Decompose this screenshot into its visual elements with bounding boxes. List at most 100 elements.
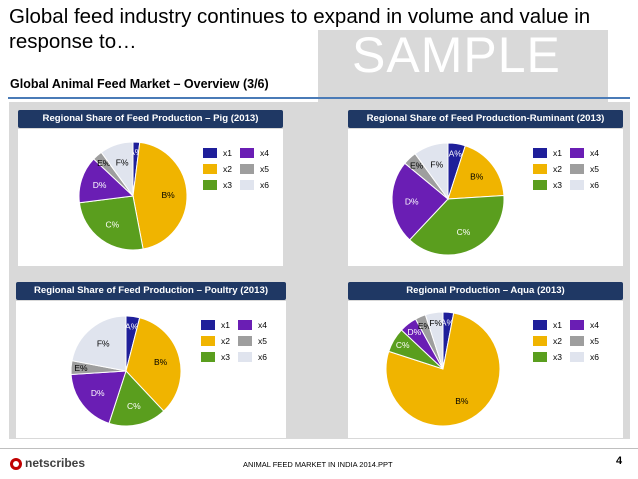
pie-chart-aqua: Regional Production – Aqua (2013) A% B% C%…: [348, 282, 623, 438]
legend-label: x6: [590, 180, 599, 190]
slice-label: B%: [455, 396, 469, 406]
slide-subtitle: Global Animal Feed Market – Overview (3/…: [10, 77, 269, 91]
slice-label: F%: [97, 338, 110, 348]
legend-label: x3: [553, 352, 562, 362]
legend-label: x6: [258, 352, 267, 362]
legend-item-x4: x4: [240, 147, 276, 159]
chart-body: A% B% C% D% E% F% x1 x2 x3 x4 x5 x6: [16, 301, 286, 438]
slice-label: F%: [429, 318, 442, 328]
legend-swatch: [240, 148, 254, 158]
legend-item-x5: x5: [570, 163, 606, 175]
legend-item-x5: x5: [240, 163, 276, 175]
chart-body: A% B% C% D% E% F% x1 x2 x3 x4 x5 x6: [18, 129, 283, 266]
slice-label: F%: [430, 159, 443, 169]
legend-label: x5: [590, 336, 599, 346]
legend-label: x4: [260, 148, 269, 158]
chart-title: Regional Share of Feed Production – Pig …: [18, 110, 283, 128]
legend-item-x3: x3: [533, 179, 569, 191]
legend-item-x3: x3: [203, 179, 239, 191]
chart-title: Regional Production – Aqua (2013): [348, 282, 623, 300]
legend-swatch: [570, 336, 584, 346]
legend-label: x4: [590, 320, 599, 330]
slice-label: D%: [91, 388, 105, 398]
slice-label: D%: [405, 196, 419, 206]
legend-label: x3: [223, 180, 232, 190]
pie-slice-f: [424, 311, 444, 370]
legend-swatch: [570, 180, 584, 190]
legend-item-x6: x6: [238, 351, 274, 363]
legend-swatch: [238, 352, 252, 362]
pie-svg: A% B% C% D%E%F%: [385, 311, 501, 427]
slice-label: C%: [396, 340, 410, 350]
legend-item-x6: x6: [570, 351, 606, 363]
pie-slice-b: [125, 317, 182, 412]
legend-label: x6: [590, 352, 599, 362]
slice-label: D%: [93, 180, 107, 190]
legend-item-x3: x3: [533, 351, 569, 363]
slice-label: C%: [457, 227, 471, 237]
legend-swatch: [203, 164, 217, 174]
slice-label: E%: [410, 161, 424, 171]
legend-label: x2: [221, 336, 230, 346]
legend-swatch: [570, 164, 584, 174]
footer-text: ANIMAL FEED MARKET IN INDIA 2014.PPT: [243, 460, 393, 469]
legend-label: x6: [260, 180, 269, 190]
footer-divider: [0, 448, 638, 449]
legend-item-x5: x5: [570, 335, 606, 347]
legend-item-x6: x6: [570, 179, 606, 191]
slice-label: C%: [127, 401, 141, 411]
pie-slice-d: [391, 162, 449, 241]
pie-slice-f: [71, 315, 127, 372]
legend-item-x4: x4: [238, 319, 274, 331]
slice-label: A%: [125, 321, 139, 331]
slice-label: E%: [418, 321, 432, 331]
watermark-text: SAMPLE: [352, 27, 561, 83]
slice-label: A%: [449, 149, 463, 159]
legend-swatch: [238, 320, 252, 330]
legend-swatch: [570, 320, 584, 330]
slice-label: B%: [161, 190, 175, 200]
slice-label: C%: [106, 219, 120, 229]
legend-item-x1: x1: [533, 319, 569, 331]
legend-swatch: [533, 336, 547, 346]
pie-slice-b: [385, 312, 501, 427]
pie-slice-f: [100, 141, 134, 198]
pie-slice-f: [414, 142, 449, 201]
chart-title: Regional Share of Feed Production – Poul…: [16, 282, 286, 300]
legend-label: x1: [553, 320, 562, 330]
pie-slice-c: [108, 370, 165, 427]
legend-swatch: [533, 180, 547, 190]
netscribes-logo: netscribes: [10, 456, 100, 472]
slide-title: Global feed industry continues to expand…: [9, 5, 591, 53]
legend-label: x1: [221, 320, 230, 330]
legend-swatch: [533, 148, 547, 158]
legend-label: x1: [553, 148, 562, 158]
page-number: 4: [616, 455, 623, 467]
legend-item-x4: x4: [570, 147, 606, 159]
legend-item-x2: x2: [533, 163, 569, 175]
pie-slice-c: [78, 195, 144, 251]
slice-label: B%: [470, 172, 484, 182]
pie-slice-d: [70, 370, 127, 424]
legend-item-x5: x5: [238, 335, 274, 347]
legend-item-x3: x3: [201, 351, 237, 363]
pie-chart-ruminant: Regional Share of Feed Production-Rumina…: [348, 110, 623, 266]
legend-item-x1: x1: [201, 319, 237, 331]
logo-icon: [10, 458, 22, 470]
slice-label: E%: [97, 158, 111, 168]
legend-item-x6: x6: [240, 179, 276, 191]
watermark-box: [318, 30, 608, 102]
legend-label: x5: [260, 164, 269, 174]
legend-item-x2: x2: [203, 163, 239, 175]
slice-label: D%: [408, 327, 422, 337]
legend-label: x2: [553, 164, 562, 174]
legend-label: x4: [590, 148, 599, 158]
legend-swatch: [201, 336, 215, 346]
legend-swatch: [533, 352, 547, 362]
legend-item-x2: x2: [201, 335, 237, 347]
legend-item-x2: x2: [533, 335, 569, 347]
slice-label: B%: [154, 357, 168, 367]
title-rule: [8, 97, 630, 99]
legend-swatch: [240, 164, 254, 174]
legend-swatch: [533, 320, 547, 330]
